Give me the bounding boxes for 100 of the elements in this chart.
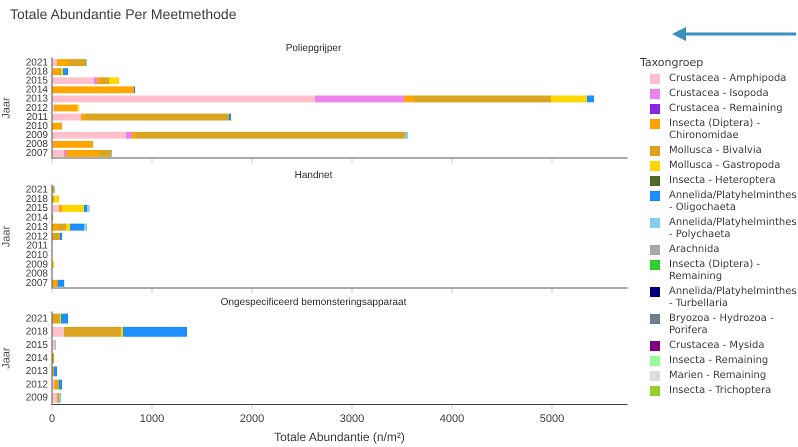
- bar: [84, 224, 87, 231]
- y-tick-label: 2013: [26, 222, 48, 233]
- x-tick-label: 0: [48, 413, 56, 426]
- legend-label: Crustacea - Mysida: [669, 340, 764, 352]
- y-tick-label: 2014: [26, 352, 48, 364]
- bar: [405, 132, 408, 139]
- y-tick-label: 2018: [26, 326, 48, 338]
- y-tick-label: 2009: [26, 259, 48, 270]
- x-tick-label: 5000: [540, 413, 564, 426]
- x-tick-label: 3000: [340, 413, 364, 426]
- x-tick-label: 2000: [240, 413, 264, 426]
- y-tick-label: 2009: [26, 392, 48, 404]
- bar: [109, 77, 119, 84]
- legend-label: Insecta (Diptera) - Chironomidae: [669, 118, 762, 142]
- y-tick-label: 2015: [26, 203, 48, 214]
- bar: [70, 224, 84, 231]
- bar: [53, 140, 93, 148]
- x-tick-label: 4000: [440, 413, 464, 426]
- bar: [58, 280, 64, 287]
- bar: [58, 224, 66, 231]
- legend-label: Crustacea - Remaining: [669, 103, 783, 115]
- bar: [84, 204, 87, 212]
- y-tick-label: 2021: [26, 57, 48, 68]
- bar: [587, 96, 594, 102]
- y-tick-label: 2018: [26, 194, 48, 205]
- chart-title: Handnet: [294, 170, 333, 181]
- legend-label: Mollusca - Gastropoda: [669, 160, 780, 172]
- y-tick-label: 2015: [26, 340, 48, 351]
- bar: [52, 204, 59, 212]
- y-tick-label: 2011: [26, 240, 48, 252]
- bar: [56, 380, 59, 390]
- bar: [404, 96, 414, 102]
- bar: [85, 114, 229, 120]
- y-axis-title: Jaar: [0, 96, 13, 119]
- bar: [52, 122, 62, 130]
- bar: [52, 150, 64, 157]
- y-tick-label: 2021: [26, 313, 48, 324]
- bar: [69, 59, 86, 66]
- chart-title: Ongespecificeerd bemonsteringsapparaat: [220, 296, 407, 308]
- legend-label: Annelida/Platyhelminthes - Turbellaria: [669, 286, 797, 310]
- bar: [57, 59, 69, 66]
- chart-subtitle: Poliepgrijper: [286, 42, 342, 54]
- legend-label: Annelida/Platyhelminthes - Polychaeta: [669, 217, 797, 241]
- bar: [63, 68, 68, 76]
- bar: [132, 132, 135, 139]
- bar: [101, 77, 109, 84]
- bar: [66, 150, 99, 157]
- legend-label: Insecta (Diptera) - Remaining: [669, 259, 762, 283]
- y-tick-label: 2012: [26, 379, 48, 390]
- legend-label: Crustacea - Isopoda: [669, 88, 769, 100]
- bar: [53, 68, 59, 76]
- bar: [551, 96, 587, 102]
- legend-label: Insecta - Heteroptera: [669, 175, 776, 187]
- bar: [52, 114, 81, 120]
- y-tick-label: 2014: [26, 212, 48, 224]
- bar: [54, 366, 57, 376]
- legend-label: Bryozoa - Hydrozoa - Porifera: [669, 313, 775, 337]
- y-tick-label: 2012: [26, 102, 48, 114]
- y-tick-label: 2021: [26, 184, 48, 196]
- bar: [135, 132, 405, 139]
- y-axis-title: Jaar: [0, 347, 13, 369]
- y-tick-label: 2010: [26, 250, 48, 261]
- y-tick-label: 2011: [26, 112, 48, 123]
- bar: [52, 232, 60, 240]
- bar: [52, 77, 94, 84]
- bar: [315, 96, 404, 102]
- bar: [94, 77, 97, 84]
- y-tick-label: 2018: [26, 66, 48, 78]
- legend-label: Arachnida: [669, 244, 720, 256]
- legend-title: Taxongroep: [640, 56, 704, 69]
- bar: [52, 96, 315, 102]
- x-tick-label: 1000: [140, 413, 164, 426]
- y-tick-label: 2008: [26, 139, 48, 150]
- bar: [97, 77, 101, 84]
- bar: [414, 96, 551, 102]
- y-tick-label: 2008: [26, 268, 48, 280]
- legend-label: Marien - Remaining: [669, 370, 766, 382]
- bar: [52, 59, 57, 66]
- bar: [52, 326, 64, 337]
- legend-label: Mollusca - Bivalvia: [669, 145, 762, 157]
- bar: [61, 314, 68, 324]
- bar: [52, 314, 60, 324]
- y-tick-label: 2015: [26, 75, 48, 86]
- y-tick-label: 2007: [26, 148, 48, 160]
- bar: [52, 132, 126, 139]
- y-axis-title: Jaar: [0, 225, 13, 248]
- legend-label: Annelida/Platyhelminthes - Oligochaeta: [669, 190, 797, 214]
- y-tick-label: 2014: [26, 84, 48, 96]
- bar: [52, 392, 57, 403]
- bar: [64, 326, 121, 337]
- y-tick-label: 2013: [26, 94, 48, 105]
- y-tick-label: 2010: [26, 120, 48, 132]
- legend-label: Crustacea - Amphipoda: [669, 73, 786, 85]
- bar: [54, 104, 77, 112]
- y-tick-label: 2012: [26, 231, 48, 242]
- bar: [123, 326, 187, 337]
- bar: [126, 132, 132, 139]
- y-tick-label: 2007: [26, 278, 48, 290]
- bar: [66, 224, 70, 231]
- bar: [52, 86, 134, 94]
